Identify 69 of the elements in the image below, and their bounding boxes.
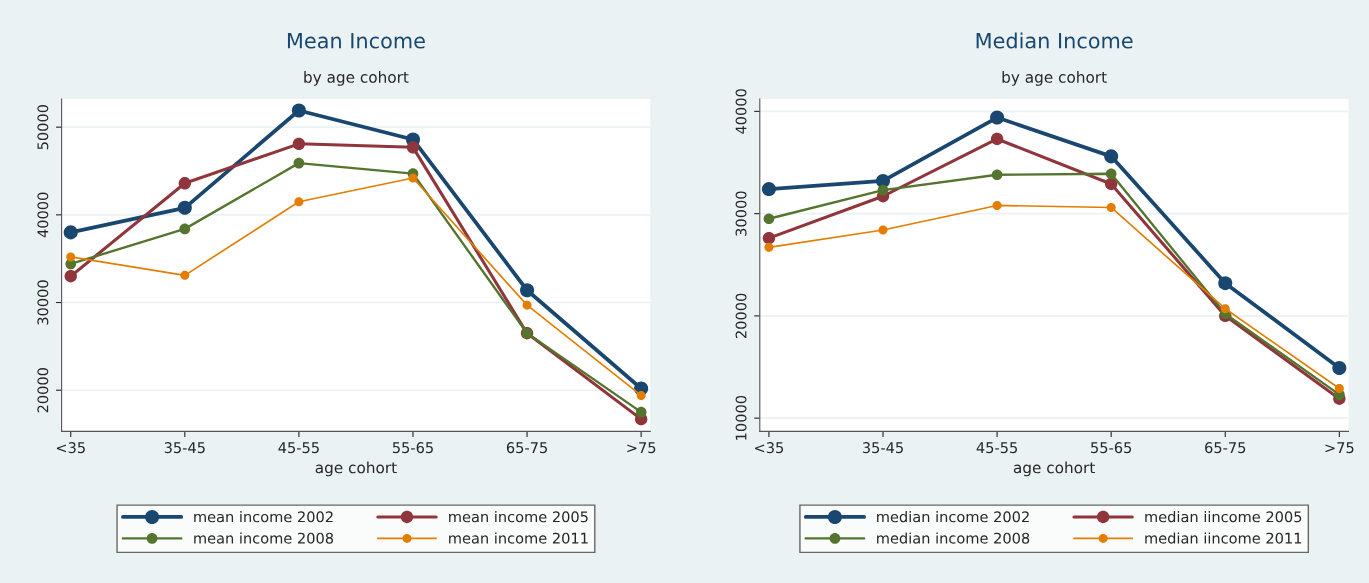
y-tick-label: 50000 [37, 104, 49, 150]
point [292, 137, 306, 151]
point [408, 173, 418, 183]
legend-label: median income 2002 [877, 511, 1029, 523]
x-tick-label: >75 [627, 442, 656, 454]
legend-label: mean income 2005 [449, 511, 588, 523]
chart-subtitle: by age cohort [304, 71, 409, 86]
point [1104, 177, 1118, 191]
x-axis-title: age cohort [1013, 461, 1095, 477]
y-tick-label: 20000 [735, 293, 747, 339]
x-tick-label: 45-55 [976, 442, 1017, 454]
legend-label: median iincome 2005 [1145, 511, 1302, 523]
chart-subtitle: by age cohort [1002, 71, 1107, 86]
point [636, 390, 646, 400]
point [179, 223, 191, 235]
point [763, 213, 775, 225]
x-tick-label: <35 [755, 442, 784, 454]
point [877, 184, 889, 196]
point [762, 231, 776, 245]
x-axis-title: age cohort [315, 461, 397, 477]
y-tick-label: 30000 [37, 280, 49, 325]
point [520, 283, 535, 298]
y-tick-label: 30000 [735, 191, 747, 236]
point [1104, 149, 1119, 164]
point [635, 406, 647, 418]
point [1332, 361, 1347, 376]
point [522, 300, 532, 310]
y-tick-label: 40000 [37, 192, 49, 238]
point [406, 141, 420, 154]
point [991, 169, 1003, 181]
point [761, 182, 776, 197]
x-tick-label: 35-45 [164, 442, 205, 454]
point [1218, 276, 1233, 291]
point [178, 177, 191, 190]
x-tick-label: 35-45 [862, 442, 903, 454]
chart-title: Median Income [976, 32, 1133, 49]
chart-title: Mean Income [287, 33, 425, 49]
point [764, 242, 774, 252]
x-tick-label: 55-65 [392, 442, 433, 454]
x-tick-label: 65-75 [506, 442, 547, 454]
x-tick-label: >75 [1325, 442, 1354, 454]
legend-label: mean income 2008 [194, 532, 334, 544]
point [878, 225, 888, 235]
y-tick-label: 10000 [735, 395, 747, 440]
y-tick-label: 20000 [37, 367, 49, 413]
point [1105, 168, 1117, 180]
point [63, 225, 78, 240]
point [990, 132, 1004, 146]
point [1334, 383, 1344, 393]
y-tick-label: 40000 [735, 89, 747, 134]
x-tick-label: <35 [56, 442, 85, 454]
point [293, 157, 305, 169]
point [177, 200, 192, 215]
x-tick-label: 45-55 [278, 442, 319, 454]
legend-label: median income 2008 [877, 532, 1030, 544]
point [291, 103, 306, 118]
point [66, 252, 76, 262]
x-tick-label: 55-65 [1091, 442, 1132, 454]
point [294, 197, 304, 207]
x-tick-label: 65-75 [1205, 442, 1246, 454]
point [990, 110, 1005, 125]
legend-label: mean income 2011 [449, 532, 588, 544]
legend-label: median iincome 2011 [1145, 532, 1302, 544]
legend-label: mean income 2002 [194, 511, 333, 523]
point [1220, 304, 1230, 314]
point [1106, 202, 1116, 213]
point [992, 200, 1002, 210]
point [180, 270, 190, 280]
point [64, 270, 77, 283]
